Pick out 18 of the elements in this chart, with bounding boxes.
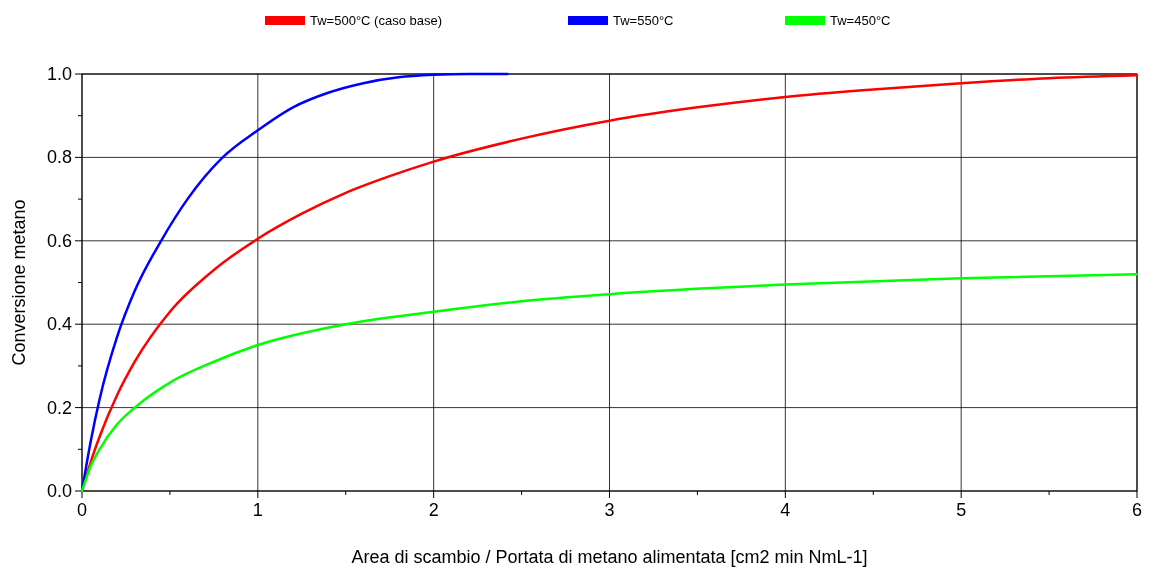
x-tick-label: 2 xyxy=(428,500,439,520)
y-tick-label: 0.6 xyxy=(46,230,72,251)
legend-label: Tw=450°C xyxy=(830,13,891,28)
legend-label: Tw=500°C (caso base) xyxy=(310,13,443,28)
x-tick-label: 3 xyxy=(604,500,615,520)
y-axis-title: Conversione metano xyxy=(9,199,29,366)
y-tick-label: 0.2 xyxy=(46,397,72,418)
x-tick-label: 0 xyxy=(76,500,88,520)
y-tick-label: 0.4 xyxy=(46,314,72,335)
x-tick-label: 4 xyxy=(780,500,791,520)
x-tick-label: 1 xyxy=(252,500,263,520)
legend-label: Tw=550°C xyxy=(613,13,674,28)
x-tick-label: 6 xyxy=(1131,500,1143,520)
x-axis-title: Area di scambio / Portata di metano alimentata [cm2 min NmL-1] xyxy=(351,547,868,567)
y-tick-label: 1.0 xyxy=(46,64,72,84)
y-tick-label: 0.0 xyxy=(46,481,72,501)
x-tick-label: 5 xyxy=(956,500,967,520)
y-tick-label: 0.8 xyxy=(46,147,72,168)
